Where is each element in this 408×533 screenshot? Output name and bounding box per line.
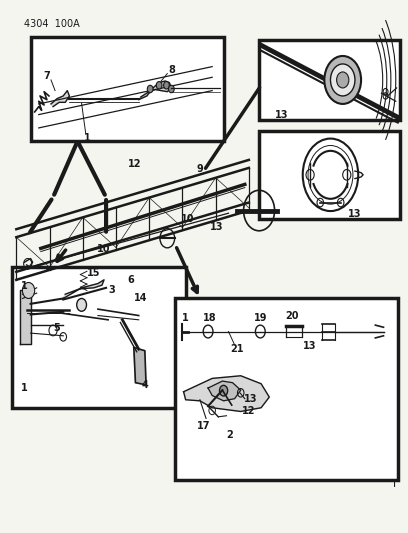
Text: 13: 13 [348,209,362,219]
FancyBboxPatch shape [259,131,400,219]
Text: 5: 5 [54,323,60,333]
Text: ī: ī [392,479,395,489]
Circle shape [22,282,35,298]
Text: 13: 13 [209,222,223,231]
Circle shape [330,64,355,96]
FancyBboxPatch shape [12,266,186,408]
Polygon shape [184,376,269,411]
Text: 4304  100A: 4304 100A [24,19,80,29]
Circle shape [324,56,361,104]
Polygon shape [134,348,146,385]
Text: 10: 10 [97,245,111,254]
Polygon shape [139,81,171,100]
Text: 9: 9 [197,165,203,174]
Polygon shape [63,280,104,298]
Text: 7: 7 [44,71,50,81]
Text: 8: 8 [168,66,175,75]
Text: 14: 14 [134,294,148,303]
Text: 6: 6 [127,275,134,285]
Circle shape [156,82,162,89]
Text: 12: 12 [242,407,256,416]
Polygon shape [20,290,31,344]
Circle shape [337,72,349,88]
Circle shape [169,85,174,93]
Text: 19: 19 [254,313,268,323]
Text: 1: 1 [21,281,28,291]
Text: 1: 1 [21,383,28,393]
Text: 20: 20 [285,311,299,320]
FancyBboxPatch shape [259,40,400,120]
Text: 13: 13 [244,394,258,403]
Text: 1: 1 [84,133,90,142]
Text: 21: 21 [231,344,244,354]
Text: 15: 15 [87,268,101,278]
FancyBboxPatch shape [175,298,398,480]
Text: 10: 10 [181,214,195,223]
Circle shape [220,385,228,396]
Circle shape [164,82,169,89]
Text: 3: 3 [109,286,115,295]
FancyBboxPatch shape [31,37,224,141]
Text: 18: 18 [203,313,217,323]
Text: 4: 4 [142,380,148,390]
Text: 17: 17 [197,422,211,431]
Circle shape [77,298,86,311]
Text: 13: 13 [303,342,317,351]
Text: 13: 13 [275,110,288,119]
Circle shape [147,85,153,93]
Text: 2: 2 [226,431,233,440]
Polygon shape [208,381,241,401]
Polygon shape [51,91,69,107]
Text: 12: 12 [128,159,142,169]
Text: 1: 1 [182,313,188,323]
